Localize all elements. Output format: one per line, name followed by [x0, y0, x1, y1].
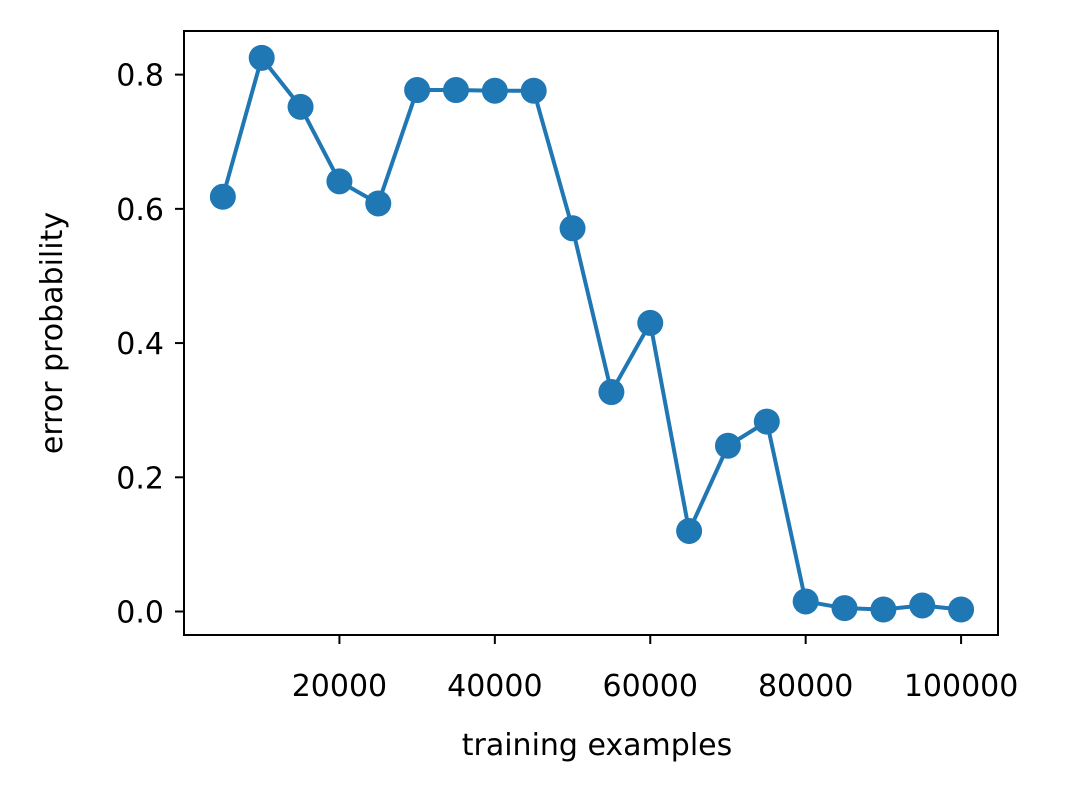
data-point	[365, 190, 392, 217]
y-axis-label: error probability	[35, 212, 70, 454]
data-point	[714, 432, 741, 459]
data-point	[209, 183, 236, 210]
y-tick-label: 0.2	[116, 461, 164, 496]
x-tick-label: 40000	[447, 669, 542, 704]
x-tick-label: 100000	[904, 669, 1019, 704]
data-point	[404, 77, 431, 104]
y-axis-ticks: 0.0 0.2 0.4 0.6 0.8	[116, 59, 184, 631]
data-point	[870, 596, 897, 623]
data-point	[637, 309, 664, 336]
x-tick-label: 80000	[758, 669, 853, 704]
data-point	[792, 588, 819, 615]
x-tick-label: 20000	[292, 669, 387, 704]
x-axis-ticks: 20000 40000 60000 80000 100000	[292, 635, 1019, 704]
y-tick-label: 0.8	[116, 59, 164, 94]
data-point	[287, 93, 314, 120]
plot-frame	[183, 30, 999, 636]
y-tick-label: 0.0	[116, 596, 164, 631]
data-point	[831, 595, 858, 622]
data-point	[559, 215, 586, 242]
data-point	[909, 592, 936, 619]
data-point	[753, 408, 780, 435]
series-layer	[209, 44, 975, 623]
x-axis-label: training examples	[462, 728, 733, 763]
data-point	[248, 44, 275, 71]
x-tick-label: 60000	[603, 669, 698, 704]
data-point	[598, 379, 625, 406]
y-tick-label: 0.6	[116, 193, 164, 228]
data-point	[326, 168, 353, 195]
data-point	[442, 77, 469, 104]
data-point	[948, 596, 975, 623]
y-tick-label: 0.4	[116, 327, 164, 362]
data-point	[676, 517, 703, 544]
data-point	[520, 77, 547, 104]
data-point	[481, 77, 508, 104]
